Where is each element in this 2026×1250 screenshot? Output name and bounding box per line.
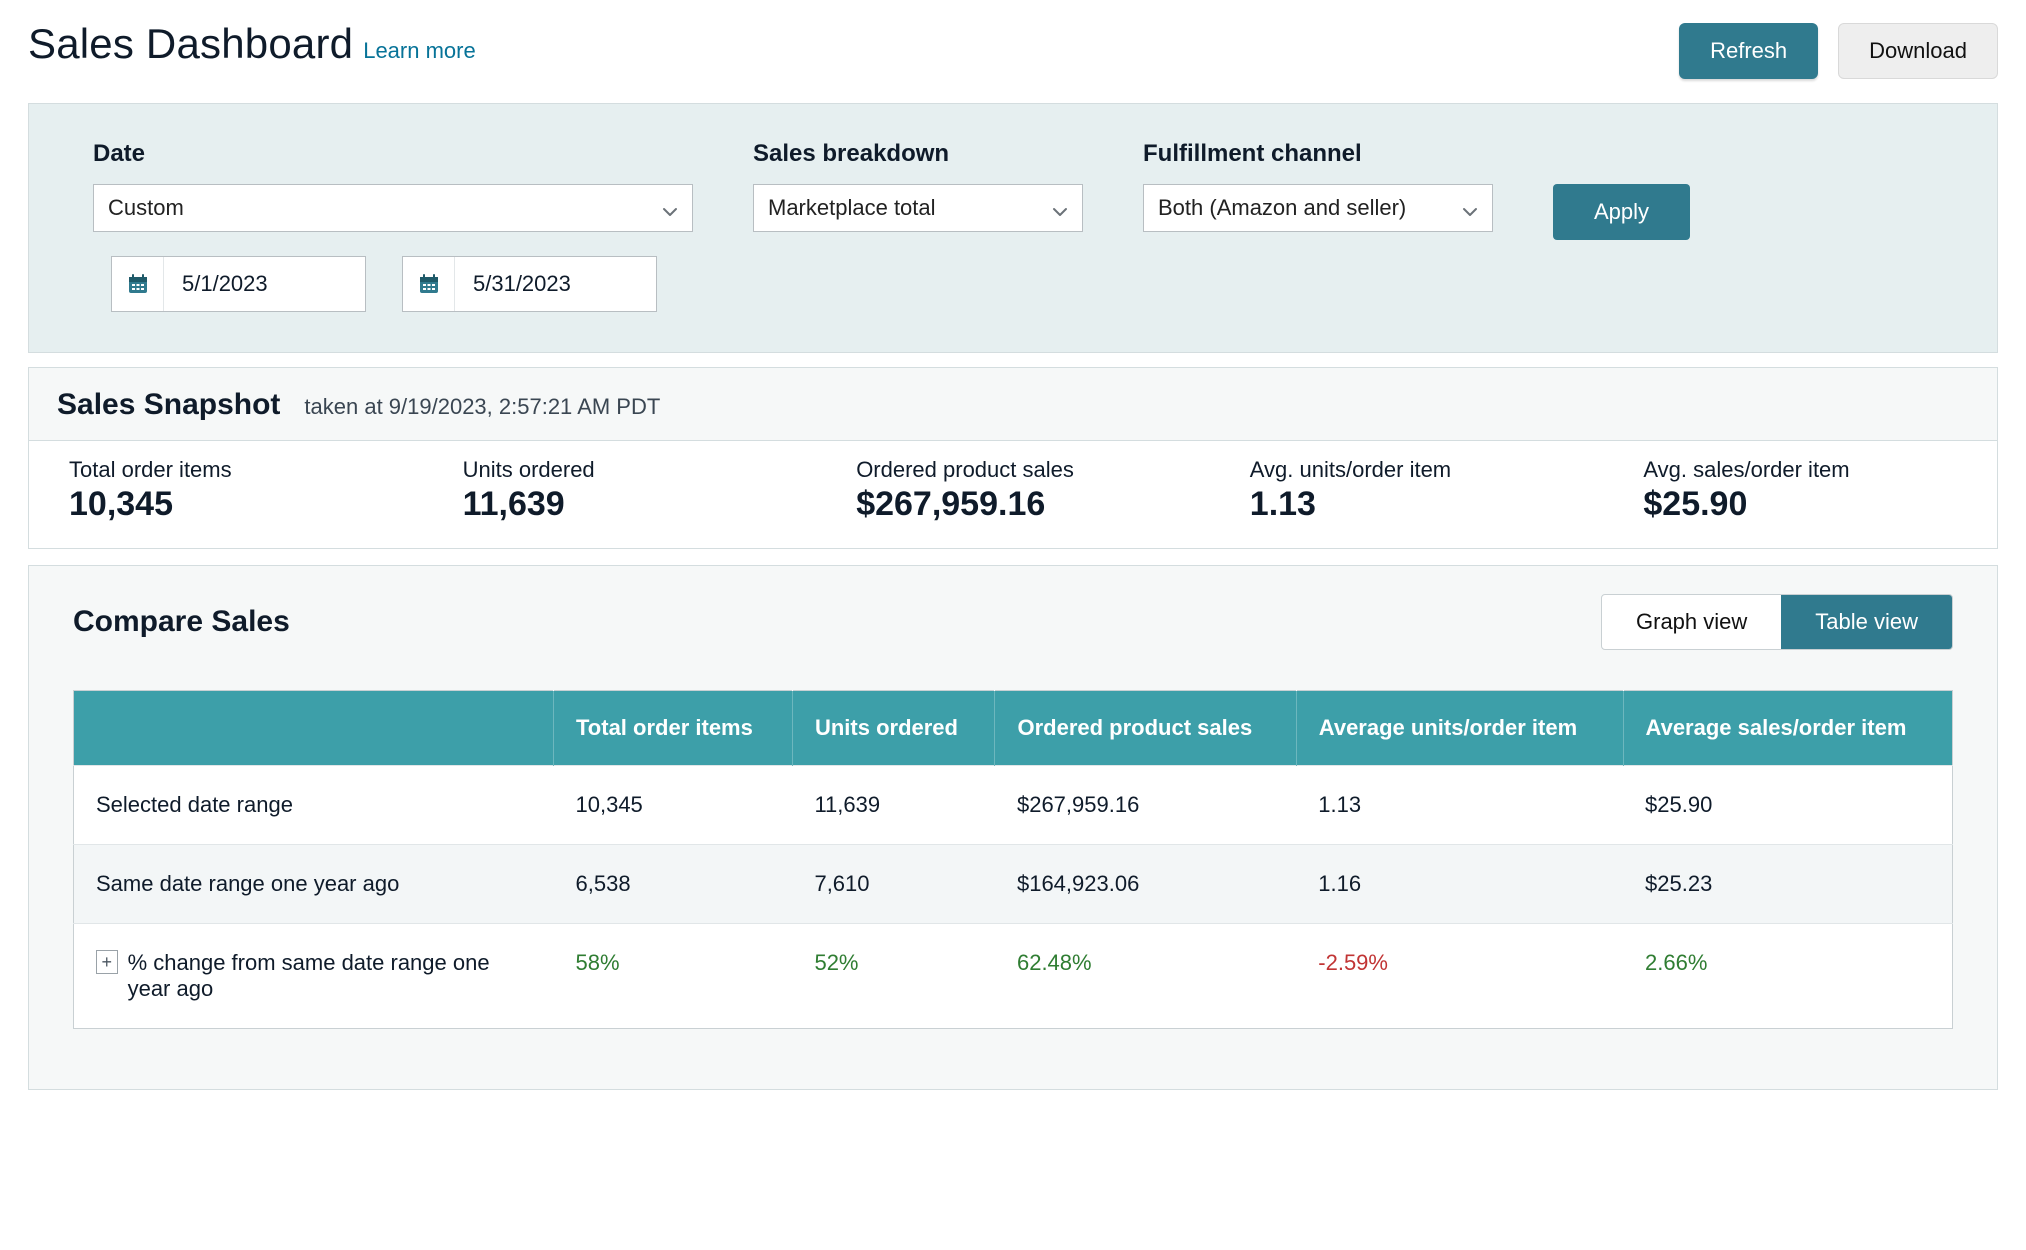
- filter-apply-col: Apply: [1553, 140, 1690, 240]
- table-row-selected: Selected date range 10,345 11,639 $267,9…: [74, 766, 1953, 845]
- snapshot-title: Sales Snapshot: [57, 388, 280, 422]
- snapshot-timestamp: taken at 9/19/2023, 2:57:21 AM PDT: [304, 394, 660, 420]
- metric-label: Ordered product sales: [856, 457, 1170, 483]
- cell-ordered-product-sales: $267,959.16: [995, 766, 1296, 845]
- table-row-pct-change: + % change from same date range one year…: [74, 924, 1953, 1029]
- date-end-value: 5/31/2023: [473, 271, 571, 297]
- view-toggle-table[interactable]: Table view: [1781, 595, 1952, 649]
- filter-channel-col: Fulfillment channel Both (Amazon and sel…: [1143, 140, 1493, 232]
- snapshot-metrics: Total order items 10,345 Units ordered 1…: [28, 440, 1998, 549]
- metric-units-ordered: Units ordered 11,639: [423, 451, 817, 530]
- row-label: Same date range one year ago: [74, 845, 554, 924]
- compare-section: Compare Sales Graph view Table view Tota…: [28, 565, 1998, 1090]
- chevron-down-icon: [662, 200, 678, 216]
- filter-channel-label: Fulfillment channel: [1143, 140, 1493, 168]
- date-start-input[interactable]: 5/1/2023: [111, 256, 366, 312]
- calendar-icon: [112, 257, 164, 311]
- filters-panel: Date Custom 5/1/2023 5/31/2023 Sales b: [28, 103, 1998, 353]
- date-range-select[interactable]: Custom: [93, 184, 693, 232]
- cell-units-ordered: 7,610: [792, 845, 995, 924]
- page-header: Sales Dashboard Learn more Refresh Downl…: [28, 20, 1998, 103]
- metric-label: Units ordered: [463, 457, 777, 483]
- row-label: Selected date range: [74, 766, 554, 845]
- metric-value: 11,639: [463, 485, 777, 524]
- metric-ordered-product-sales: Ordered product sales $267,959.16: [816, 451, 1210, 530]
- table-header-row: Total order items Units ordered Ordered …: [74, 691, 1953, 766]
- cell-avg-sales: $25.23: [1623, 845, 1952, 924]
- pct-change-label-text: % change from same date range one year a…: [128, 950, 532, 1002]
- cell-total-order-items: 58%: [554, 924, 793, 1029]
- learn-more-link[interactable]: Learn more: [363, 38, 476, 64]
- cell-avg-sales: 2.66%: [1623, 924, 1952, 1029]
- metric-total-order-items: Total order items 10,345: [29, 451, 423, 530]
- date-range-select-value: Custom: [108, 195, 184, 221]
- apply-button[interactable]: Apply: [1553, 184, 1690, 240]
- page-title: Sales Dashboard: [28, 20, 353, 68]
- metric-value: $25.90: [1643, 485, 1957, 524]
- filter-date-label: Date: [93, 140, 693, 168]
- date-inputs-row: 5/1/2023 5/31/2023: [93, 256, 693, 312]
- col-total-order-items[interactable]: Total order items: [554, 691, 793, 766]
- compare-table: Total order items Units ordered Ordered …: [73, 690, 1953, 1029]
- col-ordered-product-sales[interactable]: Ordered product sales: [995, 691, 1296, 766]
- breakdown-select[interactable]: Marketplace total: [753, 184, 1083, 232]
- col-units-ordered[interactable]: Units ordered: [792, 691, 995, 766]
- chevron-down-icon: [1052, 200, 1068, 216]
- cell-total-order-items: 6,538: [554, 845, 793, 924]
- filter-date-col: Date Custom 5/1/2023 5/31/2023: [93, 140, 693, 312]
- breakdown-select-value: Marketplace total: [768, 195, 936, 221]
- view-toggle: Graph view Table view: [1601, 594, 1953, 650]
- header-buttons: Refresh Download: [1679, 23, 1998, 79]
- cell-total-order-items: 10,345: [554, 766, 793, 845]
- header-left: Sales Dashboard Learn more: [28, 20, 476, 68]
- col-avg-units[interactable]: Average units/order item: [1296, 691, 1623, 766]
- filter-breakdown-label: Sales breakdown: [753, 140, 1083, 168]
- cell-avg-units: -2.59%: [1296, 924, 1623, 1029]
- col-blank: [74, 691, 554, 766]
- calendar-icon: [403, 257, 455, 311]
- snapshot-section: Sales Snapshot taken at 9/19/2023, 2:57:…: [28, 367, 1998, 549]
- channel-select[interactable]: Both (Amazon and seller): [1143, 184, 1493, 232]
- date-end-input[interactable]: 5/31/2023: [402, 256, 657, 312]
- table-row-year-ago: Same date range one year ago 6,538 7,610…: [74, 845, 1953, 924]
- metric-label: Avg. units/order item: [1250, 457, 1564, 483]
- date-start-value: 5/1/2023: [182, 271, 268, 297]
- filter-spacer: [1553, 140, 1690, 168]
- col-avg-sales[interactable]: Average sales/order item: [1623, 691, 1952, 766]
- snapshot-header: Sales Snapshot taken at 9/19/2023, 2:57:…: [28, 367, 1998, 440]
- download-button[interactable]: Download: [1838, 23, 1998, 79]
- metric-label: Total order items: [69, 457, 383, 483]
- cell-avg-sales: $25.90: [1623, 766, 1952, 845]
- expand-icon[interactable]: +: [96, 950, 118, 974]
- compare-title: Compare Sales: [73, 605, 290, 639]
- cell-ordered-product-sales: 62.48%: [995, 924, 1296, 1029]
- refresh-button[interactable]: Refresh: [1679, 23, 1818, 79]
- cell-avg-units: 1.13: [1296, 766, 1623, 845]
- metric-value: 1.13: [1250, 485, 1564, 524]
- cell-ordered-product-sales: $164,923.06: [995, 845, 1296, 924]
- cell-units-ordered: 11,639: [792, 766, 995, 845]
- view-toggle-graph[interactable]: Graph view: [1602, 595, 1781, 649]
- metric-label: Avg. sales/order item: [1643, 457, 1957, 483]
- metric-avg-units: Avg. units/order item 1.13: [1210, 451, 1604, 530]
- filter-breakdown-col: Sales breakdown Marketplace total: [753, 140, 1083, 232]
- metric-avg-sales: Avg. sales/order item $25.90: [1603, 451, 1997, 530]
- compare-header: Compare Sales Graph view Table view: [29, 594, 1997, 690]
- metric-value: $267,959.16: [856, 485, 1170, 524]
- channel-select-value: Both (Amazon and seller): [1158, 195, 1406, 221]
- row-label: + % change from same date range one year…: [74, 924, 554, 1029]
- cell-units-ordered: 52%: [792, 924, 995, 1029]
- metric-value: 10,345: [69, 485, 383, 524]
- cell-avg-units: 1.16: [1296, 845, 1623, 924]
- chevron-down-icon: [1462, 200, 1478, 216]
